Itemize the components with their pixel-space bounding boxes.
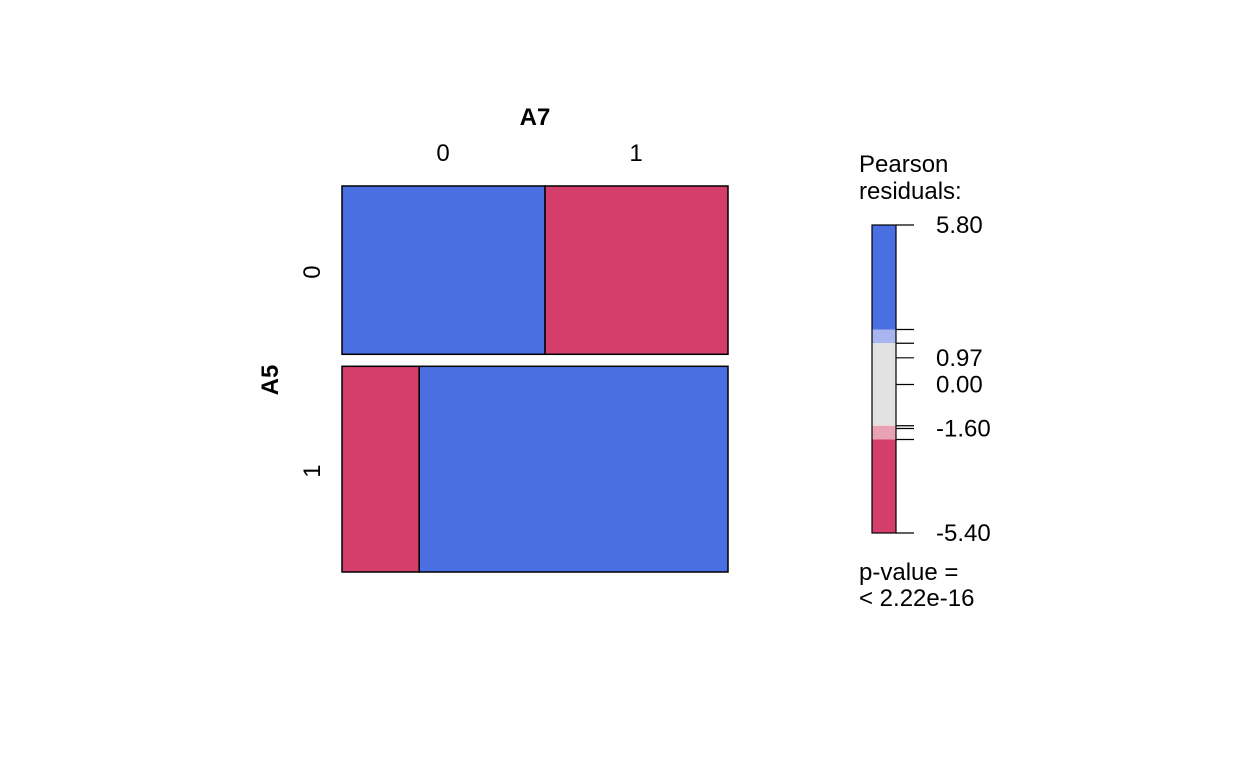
legend-tick-label-0: 5.80 — [936, 212, 983, 239]
x-variable-label: A7 — [520, 104, 551, 131]
y-level-label-0: 0 — [299, 265, 326, 278]
mosaic-cell-a5-0-a7-1 — [544, 185, 729, 356]
mosaic-cell-a5-1-a7-0 — [341, 365, 420, 573]
legend-band-positive — [872, 225, 896, 330]
mosaic-cell-a5-0-a7-0 — [341, 185, 546, 356]
pvalue-line1: p-value = — [859, 559, 958, 586]
x-level-label-1: 1 — [629, 140, 642, 167]
x-level-label-0: 0 — [436, 140, 449, 167]
legend-band-negative — [872, 439, 896, 533]
y-variable-label: A5 — [257, 365, 284, 396]
legend-title-line2: residuals: — [859, 178, 962, 205]
legend-band-positive_light — [872, 329, 896, 344]
legend-tick-label-3: -1.60 — [936, 416, 991, 443]
legend-bar-frame — [871, 224, 897, 534]
legend-band-neutral — [872, 343, 896, 426]
legend-tick-label-4: -5.40 — [936, 520, 991, 547]
plot-area — [341, 185, 729, 573]
legend-tick-label-2: 0.00 — [936, 372, 983, 399]
y-level-label-1: 1 — [299, 464, 326, 477]
legend-color-bar — [871, 224, 897, 534]
legend-ticks: 5.80 0.970.00 -1.60 -5.40 — [896, 212, 991, 547]
legend-band-negative_light — [872, 425, 896, 440]
mosaic-cell-a5-1-a7-1 — [418, 365, 729, 573]
legend-tick-label-1: 0.97 — [936, 345, 983, 372]
legend-title-line1: Pearson — [859, 151, 948, 178]
pvalue-line2: < 2.22e-16 — [859, 585, 974, 612]
